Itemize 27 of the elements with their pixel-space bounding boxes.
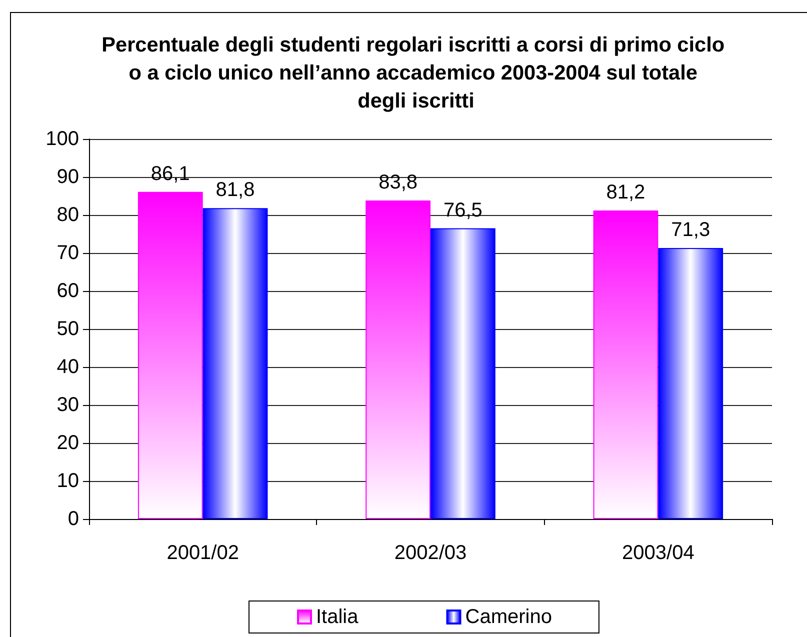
- y-tick-label: 90: [56, 166, 79, 188]
- bar: [593, 210, 658, 519]
- bar: [658, 248, 724, 519]
- y-tick-label: 50: [56, 318, 79, 340]
- y-tick-label: 10: [56, 470, 79, 492]
- y-tick-label: 40: [56, 356, 79, 378]
- y-tick-label: 30: [56, 394, 79, 416]
- y-tick-label: 60: [56, 280, 79, 302]
- data-label: 81,8: [216, 179, 255, 202]
- x-tick-label: 2003/04: [622, 542, 694, 564]
- legend-label: Italia: [316, 606, 360, 628]
- chart-title: Percentuale degli studenti regolari iscritti a corsi di primo ciclo o a ciclo unico nell’anno accademico 2003-2004 sul totale degli iscritti: [102, 34, 730, 112]
- data-label: 83,8: [378, 172, 418, 194]
- y-tick-label: 70: [56, 242, 79, 264]
- x-tick-label: 2001/02: [166, 542, 239, 564]
- y-tick-label: 100: [46, 128, 79, 150]
- data-label: 71,3: [671, 219, 710, 242]
- y-tick-label: 80: [56, 204, 79, 226]
- bar: [202, 208, 268, 519]
- x-tick-label: 2002/03: [394, 542, 467, 564]
- bar: [138, 192, 203, 519]
- data-label: 81,2: [606, 181, 646, 204]
- bar: [366, 200, 430, 519]
- legend-label: Camerino: [465, 606, 552, 628]
- bar: [430, 228, 496, 519]
- y-tick-label: 0: [68, 508, 79, 530]
- y-tick-label: 20: [56, 432, 79, 454]
